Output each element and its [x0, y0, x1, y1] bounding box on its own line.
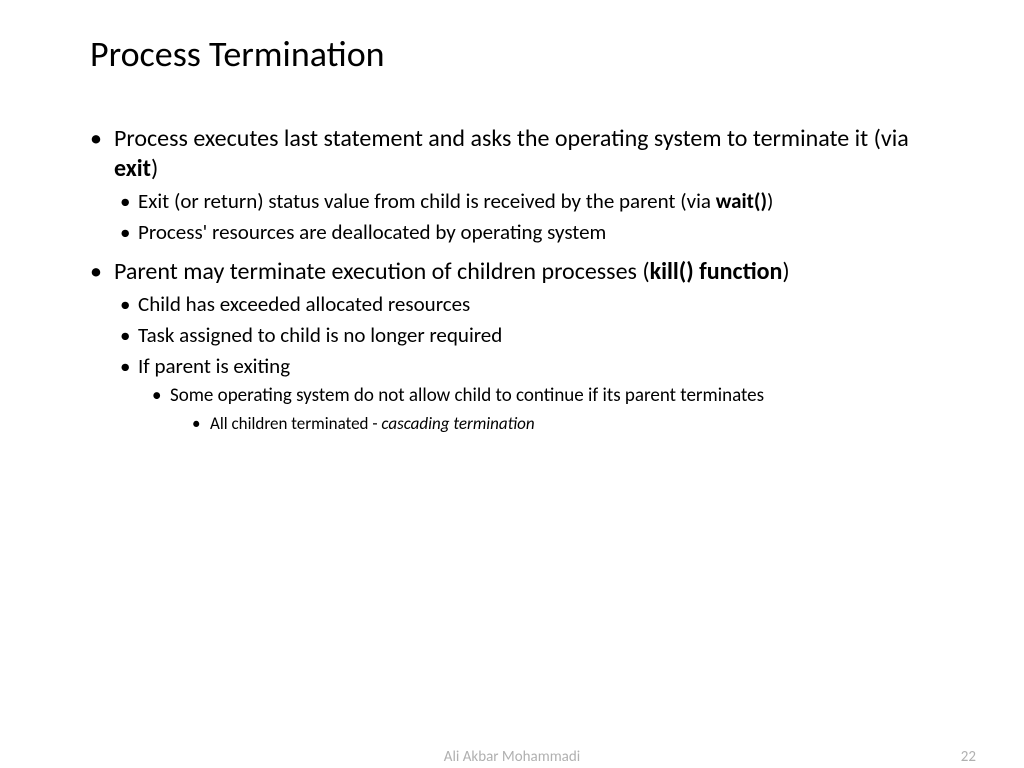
bullet-bold: kill() function: [650, 257, 783, 286]
bullet-text: Exit (or return) status value from child…: [138, 188, 716, 214]
footer-page-number: 22: [961, 748, 976, 766]
bullet-bold: exit: [114, 154, 151, 183]
bullet-bold: wait(): [716, 188, 767, 214]
bullet-text: All children terminated -: [210, 413, 381, 434]
bullet-lvl4: All children terminated - cascading term…: [186, 413, 934, 435]
bullet-lvl1: Process executes last statement and asks…: [90, 124, 934, 184]
bullet-text: Parent may terminate execution of childr…: [114, 257, 650, 286]
bullet-text: Process executes last statement and asks…: [114, 124, 909, 153]
bullet-list: Process executes last statement and asks…: [90, 124, 934, 435]
bullet-lvl2: Process' resources are deallocated by op…: [114, 219, 934, 246]
bullet-text: ): [782, 257, 789, 286]
bullet-lvl3: Some operating system do not allow child…: [146, 384, 934, 409]
bullet-lvl2: Task assigned to child is no longer requ…: [114, 322, 934, 349]
bullet-lvl2: If parent is exiting: [114, 353, 934, 380]
bullet-text: ): [767, 188, 773, 214]
bullet-lvl1: Parent may terminate execution of childr…: [90, 257, 934, 287]
slide: Process Termination Process executes las…: [0, 0, 1024, 768]
slide-title: Process Termination: [90, 32, 934, 76]
bullet-text: ): [151, 154, 158, 183]
bullet-lvl2: Exit (or return) status value from child…: [114, 188, 934, 215]
bullet-lvl2: Child has exceeded allocated resources: [114, 291, 934, 318]
bullet-italic: cascading termination: [381, 413, 534, 434]
footer-author: Ali Akbar Mohammadi: [0, 748, 1024, 766]
